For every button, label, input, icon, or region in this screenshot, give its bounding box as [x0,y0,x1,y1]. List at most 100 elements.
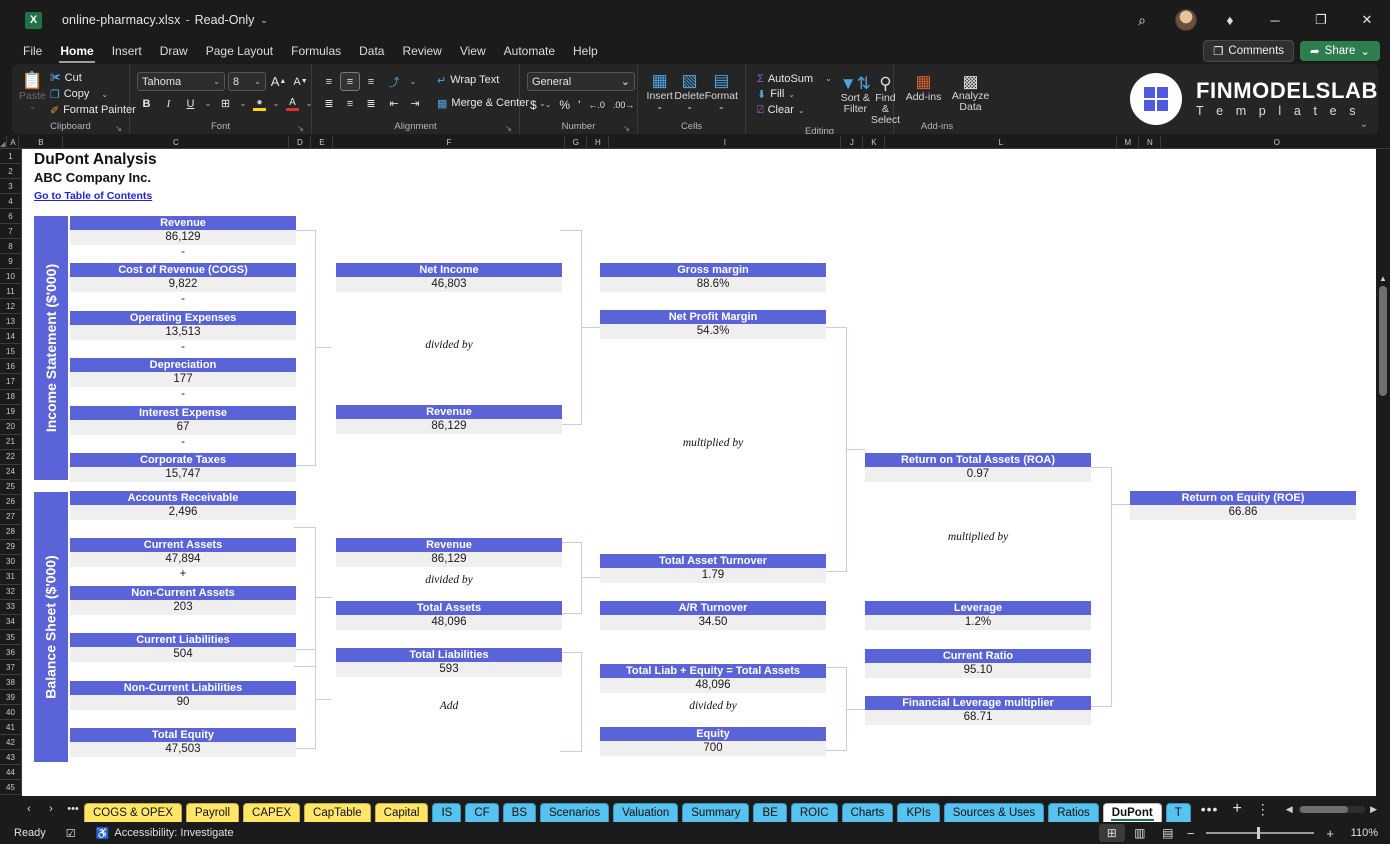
accessibility-status[interactable]: ♿ Accessibility: Investigate [86,827,244,840]
sheet-tab-be[interactable]: BE [753,803,787,822]
fill-color-button[interactable]: ● [251,97,268,111]
align-left-button[interactable]: ≣ [324,98,334,110]
addins-button[interactable]: ▦ Add-ins [901,71,946,104]
copy-button[interactable]: ❐ Copy ⌄ [46,86,140,102]
vertical-scrollbar[interactable]: ▲ [1376,272,1390,748]
bold-button[interactable]: B [142,97,151,110]
decrease-decimal-button[interactable]: .00→ [612,99,635,110]
row-header-38[interactable]: 38 [0,675,22,691]
tab-insert[interactable]: Insert [111,44,142,58]
zoom-slider-thumb[interactable] [1257,827,1261,839]
cut-button[interactable]: ✀ Cut [46,70,140,86]
tab-view[interactable]: View [459,44,486,58]
merge-center-button[interactable]: ▦ Merge & Center ⌄ [433,95,550,111]
number-format-select[interactable]: General ⌄ [527,72,635,91]
chevron-down-icon[interactable]: ⌄ [272,99,280,108]
row-header-19[interactable]: 19 [0,404,22,420]
increase-font-size-button[interactable]: A ▲ [270,74,287,89]
row-header-31[interactable]: 31 [0,569,22,585]
column-header-H[interactable]: H [587,136,610,149]
sheet-tab-sources-uses[interactable]: Sources & Uses [943,803,1045,822]
zoom-level-label[interactable]: 110% [1350,827,1378,839]
restore-button[interactable]: ❐ [1315,12,1327,27]
tab-formulas[interactable]: Formulas [291,44,342,58]
chevron-down-icon[interactable]: ⌄ [204,99,212,108]
font-color-button[interactable]: A [284,97,301,111]
chevron-down-icon[interactable]: ⌄ [1359,119,1368,130]
row-header-3[interactable]: 3 [0,179,22,195]
row-header-37[interactable]: 37 [0,660,22,676]
view-normal-button[interactable]: ⊞ [1098,824,1125,842]
sheet-tab-valuation[interactable]: Valuation [613,803,679,822]
row-header-33[interactable]: 33 [0,599,22,615]
row-header-44[interactable]: 44 [0,765,22,781]
sheet-tab-summary[interactable]: Summary [682,803,750,822]
view-page-break-button[interactable]: ▤ [1162,826,1174,840]
view-page-layout-button[interactable]: ▥ [1134,826,1146,840]
scroll-right-icon[interactable]: ▶ [1370,803,1377,814]
row-header-4[interactable]: 4 [0,194,22,210]
sheet-tab-roic[interactable]: ROIC [790,803,838,822]
orientation-icon[interactable]: ⤴ [388,76,400,89]
row-header-15[interactable]: 15 [0,344,22,360]
sheet-tab-cogs-opex[interactable]: COGS & OPEX [84,803,182,822]
worksheet-canvas[interactable]: DuPont Analysis ABC Company Inc. Go to T… [22,149,1376,796]
row-header-6[interactable]: 6 [0,209,22,225]
row-header-13[interactable]: 13 [0,314,22,330]
font-family-select[interactable]: Tahoma ⌄ [137,72,225,91]
autosum-button[interactable]: Σ AutoSum ⌄ [753,71,836,86]
column-header-M[interactable]: M [1117,136,1140,149]
sheet-tab-ratios[interactable]: Ratios [1048,803,1099,822]
zoom-out-button[interactable]: − [1186,825,1195,841]
borders-icon[interactable]: ⊞ [220,98,231,110]
sheet-tab-scenarios[interactable]: Scenarios [540,803,610,822]
decrease-indent-button[interactable]: ⇤ [389,98,399,110]
sheet-tab-t[interactable]: T [1165,803,1191,822]
wrap-text-button[interactable]: ↵ Wrap Text [433,72,550,88]
fill-button[interactable]: ⬇ Fill ⌄ [753,86,836,102]
row-header-16[interactable]: 16 [0,359,22,375]
tab-page-layout[interactable]: Page Layout [205,44,274,58]
horizontal-scroll-thumb[interactable] [1299,805,1349,813]
row-header-36[interactable]: 36 [0,645,22,661]
column-header-A[interactable]: A [7,136,20,149]
row-header-40[interactable]: 40 [0,705,22,721]
prev-sheet-button[interactable]: ‹ [27,803,31,815]
tab-help[interactable]: Help [573,44,598,58]
align-bottom-button[interactable]: ≡ [367,75,375,88]
font-dialog-launcher[interactable]: ↘ [297,124,304,133]
column-header-N[interactable]: N [1139,136,1162,149]
font-size-select[interactable]: 8 ⌄ [228,72,266,91]
row-header-20[interactable]: 20 [0,419,22,435]
row-header-29[interactable]: 29 [0,539,22,555]
table-of-contents-link[interactable]: Go to Table of Contents [34,190,153,202]
align-top-button[interactable]: ≡ [325,75,333,88]
row-header-30[interactable]: 30 [0,554,22,570]
sheet-tab-kpis[interactable]: KPIs [897,803,940,822]
paste-button[interactable]: 📋 Paste ⌄ [19,70,46,112]
row-header-35[interactable]: 35 [0,630,22,646]
tab-data[interactable]: Data [359,44,385,58]
row-header-8[interactable]: 8 [0,239,22,255]
increase-indent-button[interactable]: ⇥ [410,98,420,110]
scroll-up-icon[interactable]: ▲ [1379,274,1387,283]
column-header-O[interactable]: O [1161,136,1390,149]
sheet-tab-dupont[interactable]: DuPont [1102,803,1162,822]
chevron-down-icon[interactable]: ⌄ [239,99,247,108]
row-header-14[interactable]: 14 [0,329,22,345]
format-cells-button[interactable]: ▤ Format ⌄ [705,70,738,112]
row-header-39[interactable]: 39 [0,690,22,706]
column-header-C[interactable]: C [63,136,290,149]
row-header-28[interactable]: 28 [0,524,22,540]
horizontal-scrollbar[interactable]: ◀ ▶ [1281,804,1382,815]
column-header-I[interactable]: I [609,136,842,149]
row-header-18[interactable]: 18 [0,389,22,405]
column-header-F[interactable]: F [333,136,566,149]
row-header-43[interactable]: 43 [0,750,22,766]
sheet-tab-capital[interactable]: Capital [374,803,429,822]
comments-button[interactable]: ❐ Comments [1203,40,1295,62]
row-header-41[interactable]: 41 [0,720,22,736]
row-header-27[interactable]: 27 [0,509,22,525]
sheet-tab-charts[interactable]: Charts [841,803,894,822]
row-header-21[interactable]: 21 [0,434,22,450]
